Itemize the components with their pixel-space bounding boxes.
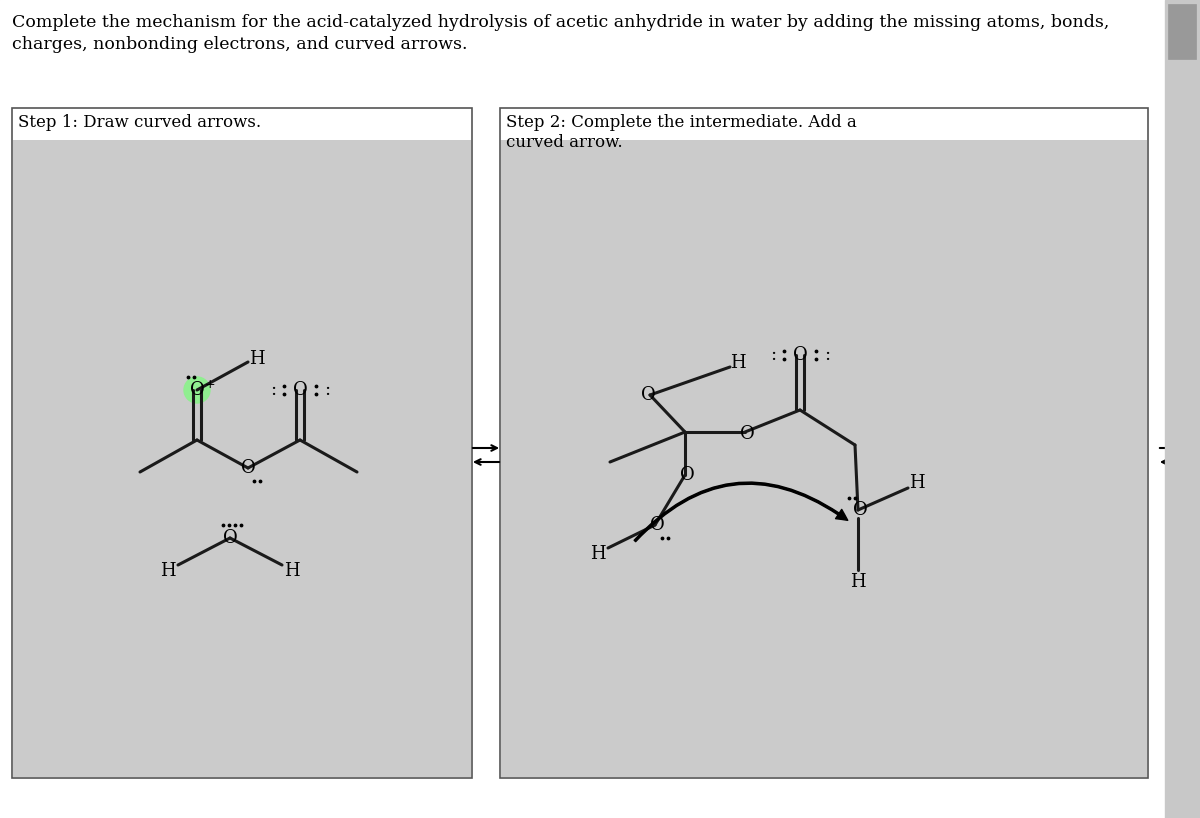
Circle shape (184, 377, 210, 403)
Text: :: : (324, 381, 330, 399)
Text: O: O (223, 529, 238, 547)
Text: O: O (679, 466, 695, 484)
Text: H: H (850, 573, 866, 591)
Text: O: O (293, 381, 307, 399)
FancyArrowPatch shape (634, 482, 847, 542)
Text: H: H (730, 354, 746, 372)
Text: H: H (160, 562, 176, 580)
Text: :: : (270, 381, 276, 399)
Text: H: H (590, 545, 606, 563)
Text: :: : (770, 346, 776, 364)
Text: O: O (649, 516, 665, 534)
Text: O: O (190, 381, 204, 399)
Bar (1165, 0, 1200, 818)
Bar (500, 108, 1148, 778)
Bar (13, 140, 470, 777)
Text: O: O (853, 501, 868, 519)
Text: H: H (910, 474, 925, 492)
Text: Complete the mechanism for the acid-catalyzed hydrolysis of acetic anhydride in : Complete the mechanism for the acid-cata… (12, 14, 1109, 31)
Text: +: + (205, 378, 216, 391)
Text: charges, nonbonding electrons, and curved arrows.: charges, nonbonding electrons, and curve… (12, 36, 468, 53)
Bar (12, 108, 472, 778)
Text: O: O (641, 386, 655, 404)
Text: O: O (241, 459, 256, 477)
Text: O: O (793, 346, 808, 364)
Text: H: H (250, 350, 265, 368)
Text: Step 2: Complete the intermediate. Add a: Step 2: Complete the intermediate. Add a (506, 114, 857, 131)
Text: Step 1: Draw curved arrows.: Step 1: Draw curved arrows. (18, 114, 262, 131)
Bar (502, 140, 1147, 777)
Text: O: O (739, 425, 755, 443)
Text: curved arrow.: curved arrow. (506, 134, 623, 151)
Bar (1168, 4, 1196, 59)
Text: :: : (824, 346, 830, 364)
Text: H: H (284, 562, 300, 580)
